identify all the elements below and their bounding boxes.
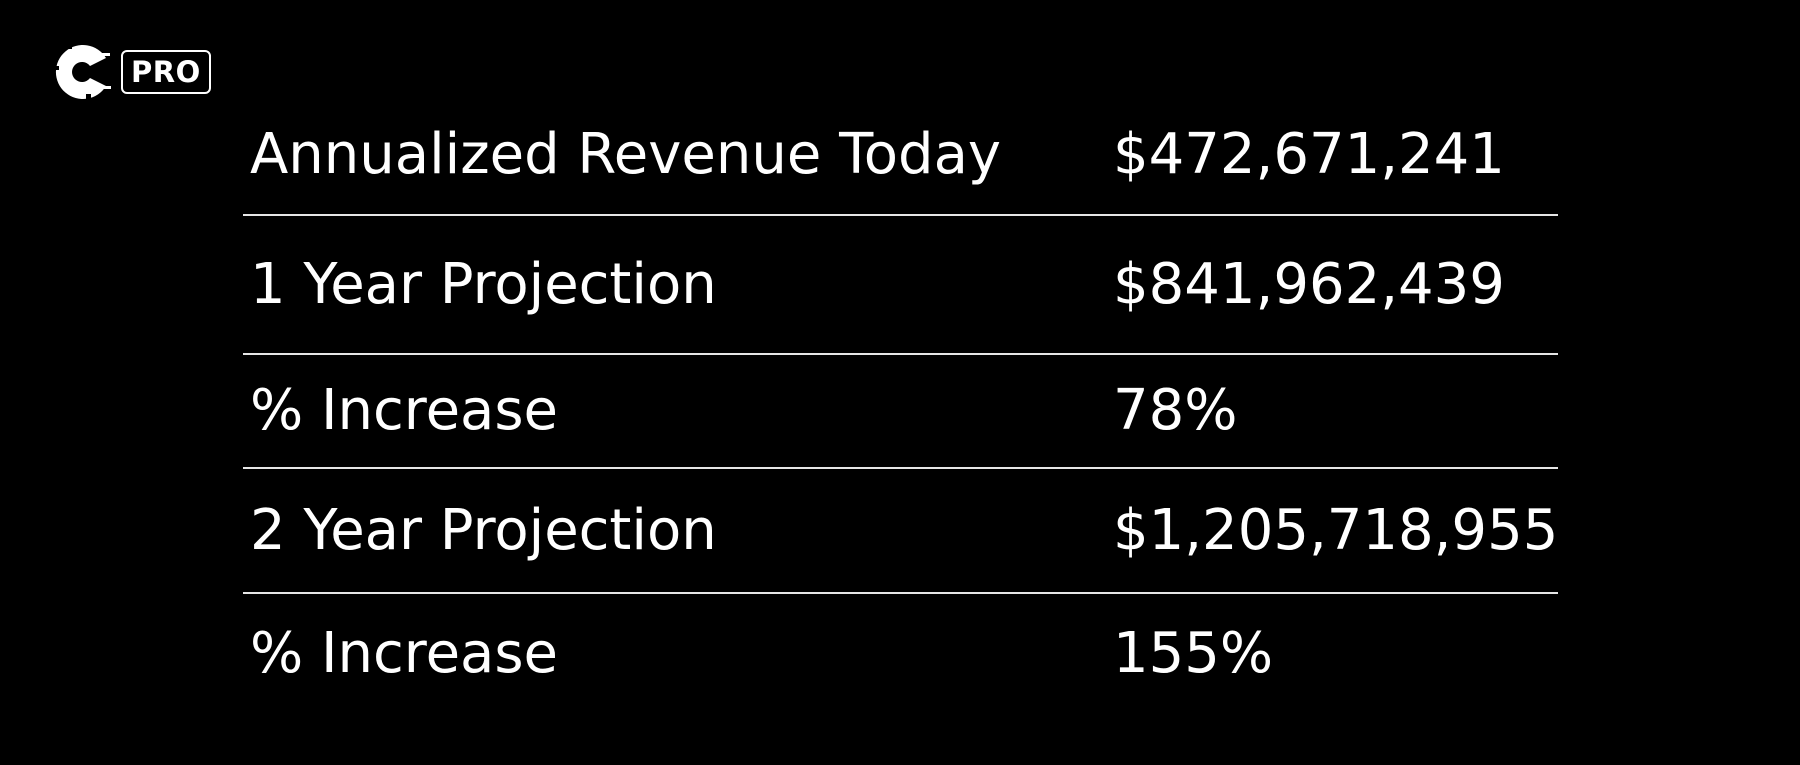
logo: PRO — [46, 36, 211, 108]
table-row: Annualized Revenue Today $472,671,241 — [243, 95, 1558, 216]
row-value: 155% — [1113, 621, 1274, 686]
row-label: Annualized Revenue Today — [250, 121, 1002, 187]
row-label: 1 Year Projection — [250, 251, 717, 317]
row-label: % Increase — [250, 378, 558, 443]
revenue-projection-table: Annualized Revenue Today $472,671,241 1 … — [243, 95, 1558, 714]
table-row: % Increase 78% — [243, 355, 1558, 469]
table-row: 2 Year Projection $1,205,718,955 — [243, 469, 1558, 594]
pro-badge: PRO — [121, 50, 211, 94]
table-row: 1 Year Projection $841,962,439 — [243, 216, 1558, 355]
row-value: $472,671,241 — [1113, 121, 1505, 187]
row-value: $1,205,718,955 — [1113, 497, 1559, 563]
c-logo-icon — [50, 42, 111, 100]
row-label: 2 Year Projection — [250, 497, 717, 563]
table-row: % Increase 155% — [243, 594, 1558, 714]
row-value: $841,962,439 — [1113, 251, 1505, 317]
row-value: 78% — [1113, 378, 1238, 443]
row-label: % Increase — [250, 621, 558, 686]
